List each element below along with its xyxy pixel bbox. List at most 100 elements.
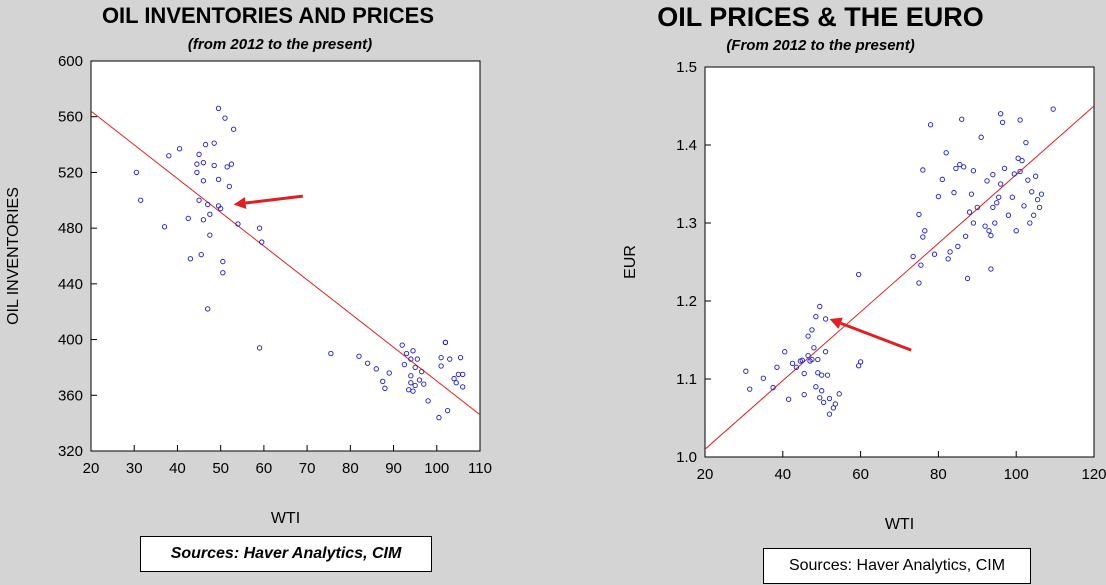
data-point: [811, 345, 817, 351]
data-point: [1036, 204, 1043, 211]
data-point: [451, 375, 457, 382]
data-point: [196, 197, 202, 203]
data-point: [202, 141, 209, 148]
data-point: [1017, 168, 1023, 175]
x-tick-label: 40: [169, 460, 186, 477]
y-tick-label: 480: [58, 220, 83, 237]
data-point: [224, 164, 230, 170]
y-tick-label: 440: [58, 276, 83, 293]
data-point: [220, 270, 226, 276]
data-point: [813, 313, 819, 320]
data-point: [953, 165, 959, 172]
data-point: [133, 169, 140, 176]
data-point: [235, 221, 241, 227]
data-point: [410, 348, 416, 354]
data-point: [401, 361, 408, 368]
data-point: [207, 211, 213, 217]
data-point: [962, 233, 969, 239]
data-point: [1017, 117, 1023, 123]
data-point: [996, 194, 1002, 200]
y-axis-label: OIL INVENTORIES: [5, 187, 22, 325]
data-point: [920, 167, 926, 173]
data-point: [403, 350, 410, 357]
data-point: [408, 356, 414, 362]
data-point: [793, 364, 800, 370]
data-point: [824, 372, 831, 378]
data-point: [438, 355, 444, 361]
x-tick-label: 110: [468, 460, 492, 477]
x-axis-label: WTI: [271, 510, 300, 527]
data-point: [444, 407, 451, 414]
data-point: [416, 377, 423, 383]
data-point: [770, 384, 776, 391]
x-tick-label: 30: [126, 460, 143, 477]
data-point: [1011, 171, 1017, 177]
data-point: [196, 151, 202, 157]
data-point: [460, 384, 466, 390]
y-tick-label: 1.0: [676, 449, 697, 466]
source-note: Sources: Haver Analytics, CIM: [763, 548, 1031, 584]
data-point: [161, 224, 168, 230]
data-point: [1031, 212, 1037, 218]
y-tick-label: 1.1: [676, 371, 697, 388]
y-tick-label: 360: [58, 387, 83, 404]
data-point: [997, 181, 1004, 187]
x-tick-label: 60: [852, 466, 869, 483]
data-point: [927, 122, 934, 128]
data-point: [222, 115, 228, 121]
data-point: [966, 209, 973, 215]
data-point: [916, 280, 922, 286]
data-point: [425, 398, 431, 404]
data-point: [215, 105, 222, 112]
annotation-arrowhead: [829, 317, 843, 329]
data-point: [799, 357, 805, 363]
data-point: [931, 251, 938, 257]
data-point: [951, 189, 957, 196]
data-point: [832, 401, 838, 407]
source-note: Sources: Haver Analytics, CIM: [140, 536, 432, 572]
data-point: [822, 316, 829, 322]
y-tick-label: 320: [58, 443, 83, 460]
data-point: [1038, 191, 1045, 197]
x-tick-label: 100: [424, 460, 449, 477]
data-point: [743, 368, 749, 374]
data-point: [399, 342, 405, 348]
data-point: [185, 215, 191, 222]
data-point: [982, 223, 988, 229]
data-point: [990, 204, 996, 211]
data-point: [436, 414, 442, 421]
data-point: [988, 232, 994, 239]
y-tick-label: 400: [58, 332, 83, 349]
data-point: [220, 258, 226, 265]
data-point: [386, 370, 392, 376]
data-point: [226, 183, 232, 190]
data-point: [819, 388, 825, 394]
plot-area: [90, 60, 481, 452]
data-point: [785, 396, 792, 402]
data-point: [259, 239, 265, 245]
data-point: [801, 391, 807, 398]
data-point: [970, 220, 977, 226]
x-tick-label: 50: [212, 460, 229, 477]
data-point: [414, 356, 420, 362]
x-tick-label: 70: [299, 460, 316, 477]
data-point: [805, 352, 811, 359]
data-point: [205, 201, 211, 208]
data-point: [200, 178, 207, 184]
x-tick-label: 80: [342, 460, 359, 477]
data-point: [408, 373, 414, 379]
data-point: [826, 395, 833, 402]
data-point: [230, 126, 237, 132]
data-point: [809, 356, 815, 363]
data-point: [964, 275, 971, 282]
data-point: [453, 380, 459, 386]
data-point: [782, 349, 788, 355]
data-point: [1021, 203, 1027, 209]
annotation-arrow: [840, 321, 912, 352]
y-tick-label: 1.5: [676, 59, 697, 76]
data-point: [1015, 155, 1021, 161]
data-point: [970, 168, 977, 174]
data-point: [856, 271, 862, 278]
data-point: [999, 119, 1006, 126]
data-point: [974, 204, 980, 211]
